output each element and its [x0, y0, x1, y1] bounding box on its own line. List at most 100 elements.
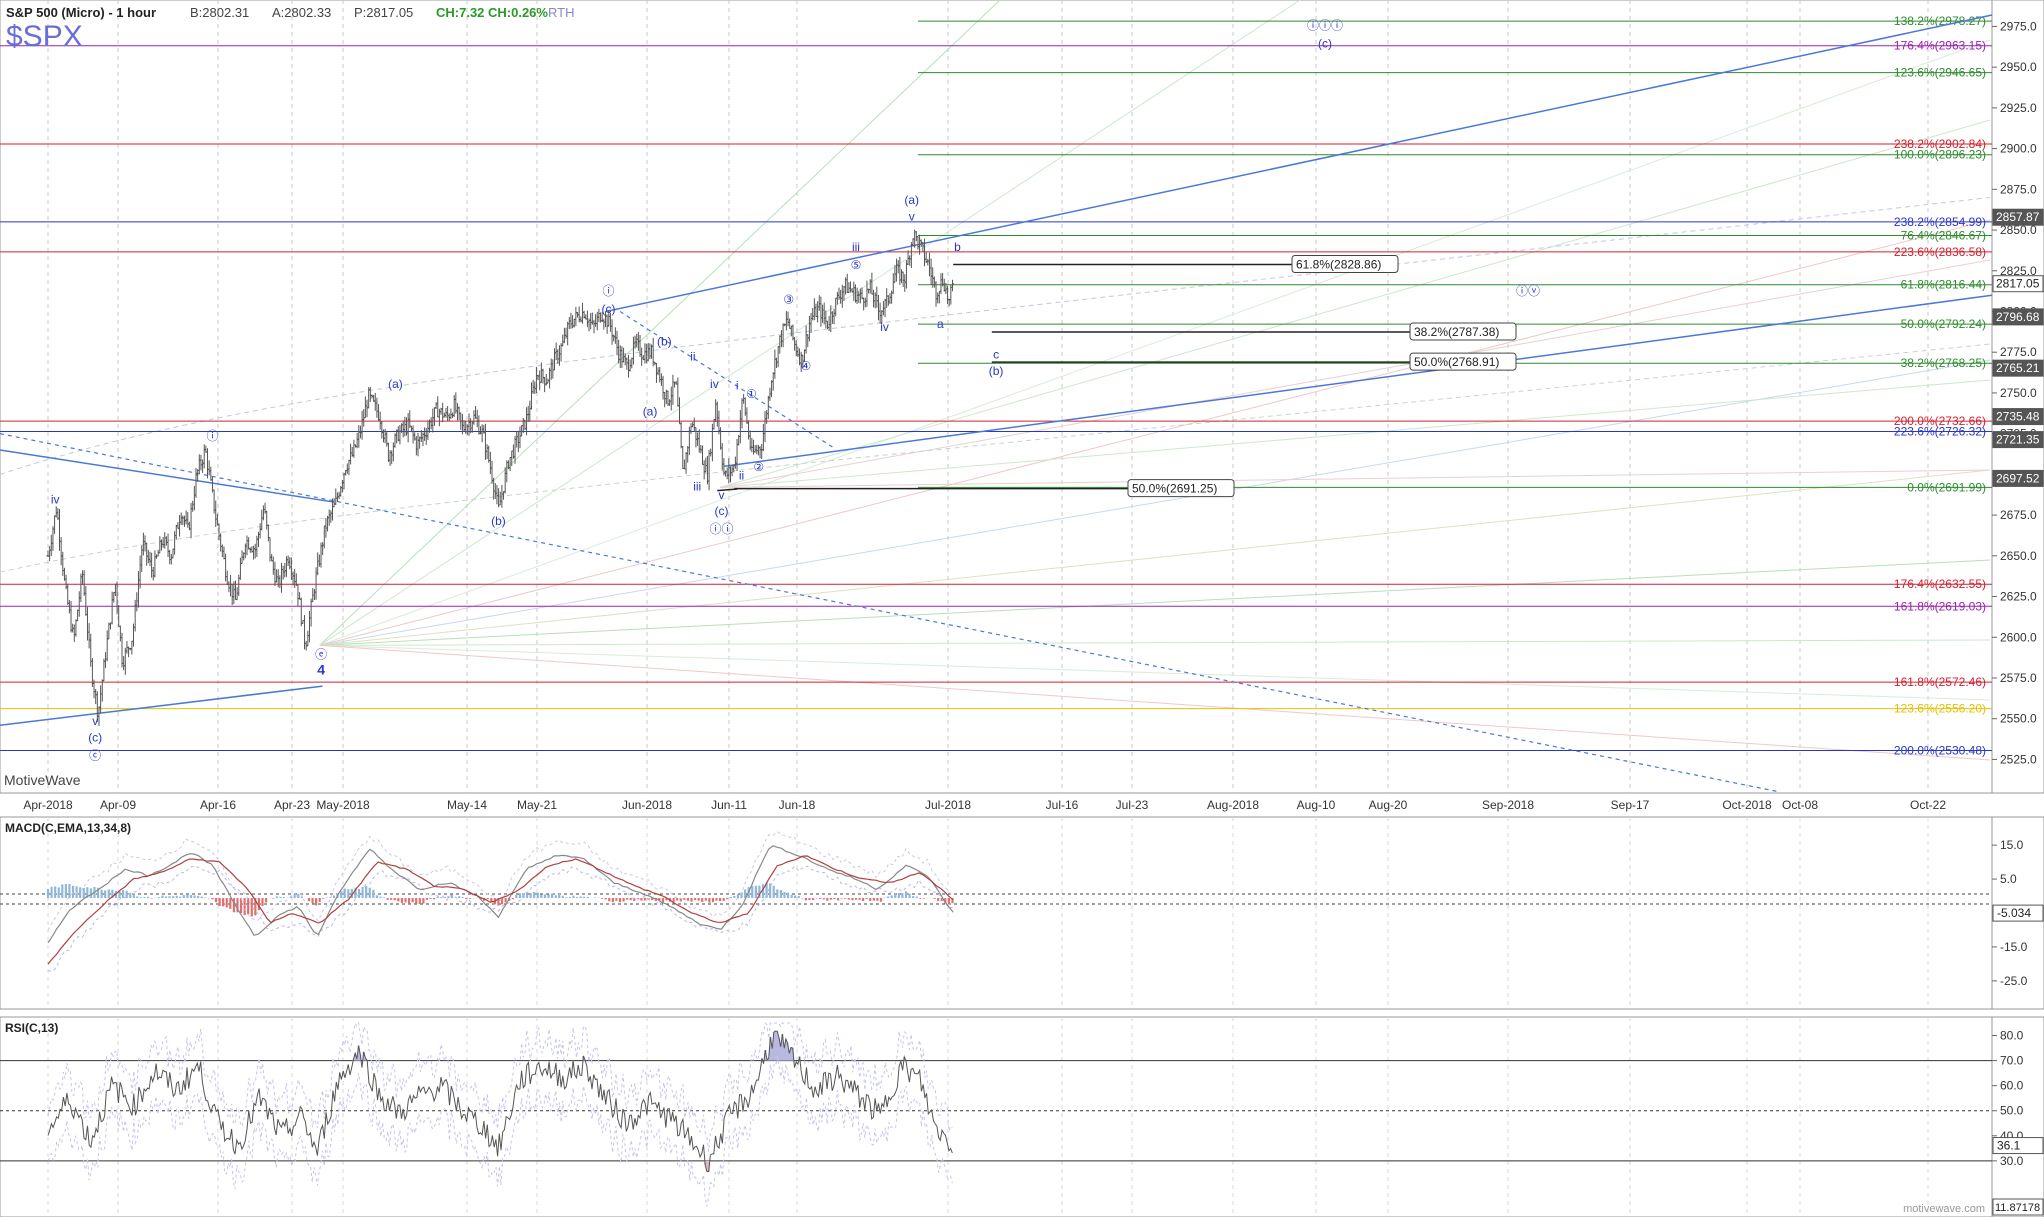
wave-label: ③: [783, 292, 794, 306]
rsi-value-tag: [1992, 1137, 2044, 1155]
fib-level-label: 0.0%(2691.99): [1907, 480, 1986, 494]
fib-level-label: 223.6%(2726.32): [1894, 424, 1986, 438]
price-tag: [1992, 308, 2044, 326]
x-tick-label: Apr-2018: [23, 798, 73, 812]
wave-label: (c): [715, 504, 729, 518]
wave-label: ⑤: [851, 258, 862, 272]
x-tick-label: Apr-16: [200, 798, 236, 812]
fib-box-label: 50.0%(2691.25): [1132, 482, 1217, 496]
y-tick-label: 2875.0: [2000, 182, 2037, 196]
x-tick-label: Aug-20: [1369, 798, 1408, 812]
wave-label: (b): [989, 364, 1004, 378]
x-tick-label: Jul-23: [1116, 798, 1149, 812]
x-tick-label: Sep-17: [1611, 798, 1650, 812]
x-tick-label: Jun-18: [779, 798, 816, 812]
x-tick-label: May-21: [517, 798, 557, 812]
falling-trend-line: [0, 449, 335, 503]
price-axis-frame: [1991, 0, 2044, 794]
rsi-y-tick-label: 80.0: [2000, 1029, 2024, 1043]
fib-level-label: 238.2%(2854.99): [1894, 215, 1986, 229]
wave-label: v: [719, 488, 725, 502]
wave-label: ①: [746, 387, 757, 401]
fib-level-label: 50.0%(2792.24): [1901, 317, 1986, 331]
rsi-value-label: 36.1: [1997, 1139, 2021, 1153]
wave-label: ⓘ: [206, 429, 218, 443]
moving-average-line: [0, 196, 1991, 475]
wave-label: 4: [317, 662, 325, 678]
y-tick-label: 2775.0: [2000, 345, 2037, 359]
price-tag-label: 2765.21: [1996, 361, 2040, 375]
x-tick-label: May-14: [447, 798, 487, 812]
fan-line: [319, 644, 1991, 761]
price-tag: [1992, 469, 2044, 487]
fib-level-label: 123.6%(2946.65): [1894, 66, 1986, 80]
price-bars: [46, 229, 955, 726]
price-tag: [1992, 359, 2044, 377]
macd-band-line: [47, 830, 954, 931]
price-tags: 2857.87 2817.05 2796.68 2765.21 2735.48 2721.…: [1992, 208, 2044, 487]
rsi-line: [47, 1030, 953, 1173]
rsi-panel-frame: [0, 1016, 1993, 1217]
wave-label: (a): [388, 377, 403, 391]
wave-label: ⓘ: [603, 284, 615, 298]
y-tick-label: 2550.0: [2000, 712, 2037, 726]
rsi-title: RSI(C,13): [5, 1021, 58, 1035]
fib-level-label: 176.4%(2963.15): [1894, 39, 1986, 53]
macd-y-tick-label: -15.0: [2000, 940, 2028, 954]
fan-line: [720, 469, 1991, 488]
price-panel-frame: [0, 0, 1993, 794]
y-tick-label: 2850.0: [2000, 223, 2037, 237]
wave-label: ②: [753, 460, 764, 474]
dashed-trend-line: [619, 310, 835, 449]
fib-level-label: 223.6%(2836.58): [1894, 245, 1986, 259]
trend-channel-lines: [0, 14, 1993, 793]
wave-label: v: [92, 714, 98, 728]
motivewave-watermark: MotiveWave: [4, 772, 81, 788]
fib-level-label: 238.2%(2902.84): [1894, 137, 1986, 151]
y-tick-label: 2825.0: [2000, 264, 2037, 278]
y-tick-label: 2575.0: [2000, 671, 2037, 685]
fan-line: [719, 119, 1991, 488]
y-tick-label: 2650.0: [2000, 549, 2037, 563]
price-tag-label: 2735.48: [1996, 410, 2040, 424]
fib-level-label: 200.0%(2732.66): [1894, 414, 1986, 428]
bid-value: B:2802.31: [190, 5, 249, 20]
x-tick-label: Apr-09: [100, 798, 136, 812]
wave-label: (a): [643, 405, 658, 419]
fib-level-label: 161.8%(2619.03): [1894, 599, 1986, 613]
x-tick-label: Sep-2018: [1482, 798, 1534, 812]
x-tick-label: Aug-10: [1297, 798, 1336, 812]
x-tick-label: Jun-2018: [622, 798, 672, 812]
rsi-y-tick-label: 30.0: [2000, 1154, 2024, 1168]
moving-average-line: [0, 343, 1991, 573]
fan-line: [720, 259, 1991, 488]
price-tag-label: 2857.87: [1996, 210, 2040, 224]
wave-label: iv: [880, 320, 889, 334]
change-value: CH:7.32: [436, 5, 484, 20]
fan-line: [319, 0, 1001, 646]
wave-label: (c): [88, 731, 102, 745]
rsi-y-tick-label: 50.0: [2000, 1104, 2024, 1118]
x-tick-label: Oct-2018: [1722, 798, 1772, 812]
y-tick-label: 2975.0: [2000, 19, 2037, 33]
fan-line: [319, 469, 1991, 646]
price-tag: [1992, 408, 2044, 426]
macd-value-tag: [1992, 904, 2044, 922]
wave-label: ⓔ: [315, 647, 327, 661]
fan-line: [319, 639, 1991, 646]
wave-label: i: [736, 379, 739, 393]
y-tick-label: 2675.0: [2000, 508, 2037, 522]
y-tick-label: 2900.0: [2000, 142, 2037, 156]
wave-label: iii: [693, 480, 701, 494]
macd-signal-line: [47, 855, 954, 965]
y-tick-label: 2925.0: [2000, 101, 2037, 115]
x-tick-label: Oct-22: [1910, 798, 1946, 812]
fib-level-label: 38.2%(2768.25): [1901, 356, 1986, 370]
fib-box: [1409, 352, 1517, 371]
x-tick-label: Oct-08: [1782, 798, 1818, 812]
elliott-wave-labels: ivv(c)ⓒⓘ(a)(b)ⓔ4ⓘ(c)(b)(a)iiiviiiiv(c)ⓘⓘ…: [51, 19, 1540, 763]
fib-level-label: 61.8%(2816.44): [1901, 278, 1986, 292]
rsi-y-tick-label: 70.0: [2000, 1054, 2024, 1068]
wave-label: ⓒ: [89, 748, 101, 762]
